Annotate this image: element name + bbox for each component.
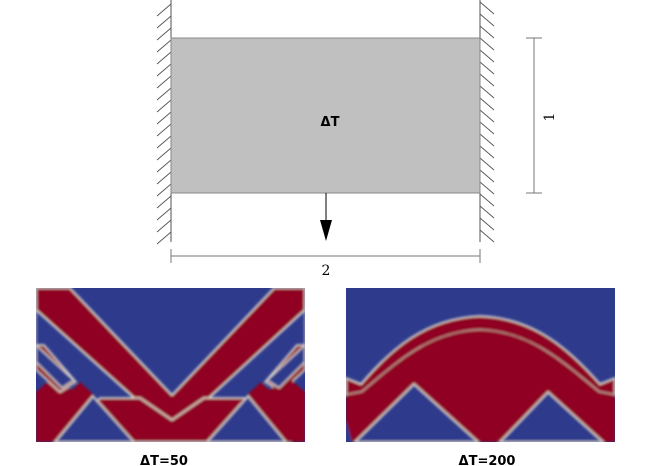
hatch-line (156, 27, 172, 41)
hatch-line (156, 123, 172, 137)
hatch-line (479, 121, 495, 135)
hatch-line (156, 183, 172, 197)
hatch-line (156, 195, 172, 209)
width-label: 2 (322, 263, 331, 279)
hatch-line (479, 181, 495, 195)
hatch-line (479, 97, 495, 111)
hatch-line (479, 217, 495, 231)
hatch-line (479, 85, 495, 99)
result-panel-dt200 (346, 288, 615, 442)
height-label: 1 (542, 113, 558, 122)
hatch-line (479, 49, 495, 63)
result-panel-dt50 (36, 288, 305, 442)
hatch-line (156, 39, 172, 53)
hatch-line (479, 109, 495, 123)
hatch-line (479, 205, 495, 219)
thermal-load-label: ΔT (321, 115, 340, 130)
hatch-line (479, 61, 495, 75)
design-domain (170, 37, 481, 194)
hatch-line (156, 63, 172, 77)
caption-dt50: ΔT=50 (140, 454, 188, 466)
hatch-line (479, 73, 495, 87)
hatch-line (479, 193, 495, 207)
hatch-line (156, 147, 172, 161)
hatch-line (156, 171, 172, 185)
hatch-line (479, 145, 495, 159)
hatch-line (479, 169, 495, 183)
load-arrow (320, 193, 332, 241)
height-dimension (526, 37, 542, 194)
hatch-line (479, 37, 495, 51)
hatch-line (479, 13, 495, 27)
schematic: ΔT 1 2 (156, 0, 558, 279)
hatch-line (479, 133, 495, 147)
hatch-line (479, 229, 495, 243)
hatch-line (156, 207, 172, 221)
hatch-line (156, 15, 172, 29)
hatch-line (156, 231, 172, 245)
hatch-line (479, 1, 495, 15)
hatch-line (156, 219, 172, 233)
hatch-line (156, 111, 172, 125)
hatch-line (156, 99, 172, 113)
hatch-line (156, 3, 172, 17)
hatch-line (156, 75, 172, 89)
hatch-line (156, 135, 172, 149)
caption-dt200: ΔT=200 (459, 454, 516, 466)
hatch-line (156, 51, 172, 65)
hatch-line (156, 159, 172, 173)
hatch-line (479, 25, 495, 39)
right-wall-hatching (479, 1, 495, 243)
left-wall-hatching (156, 3, 172, 245)
width-dimension (170, 249, 481, 263)
hatch-line (479, 157, 495, 171)
hatch-line (156, 87, 172, 101)
